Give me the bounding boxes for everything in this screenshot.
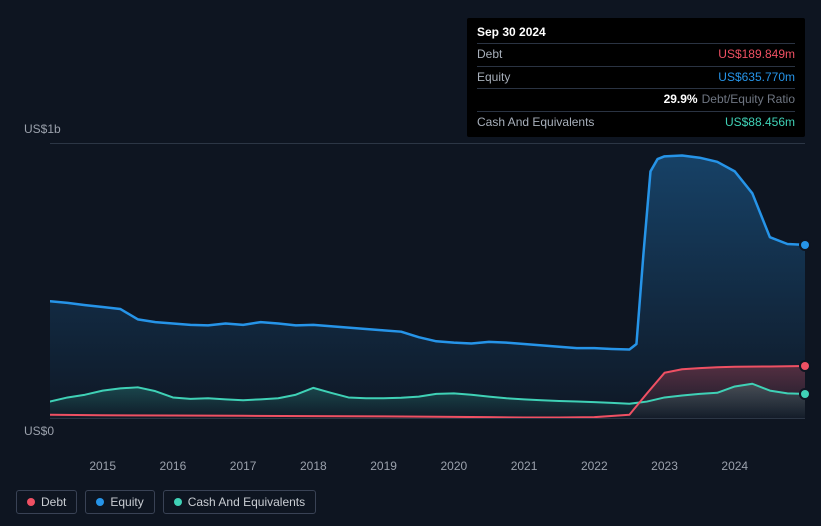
chart-svg — [50, 144, 805, 418]
data-tooltip: Sep 30 2024 Debt US$189.849m Equity US$6… — [467, 18, 805, 137]
legend-label: Equity — [110, 495, 143, 509]
tooltip-label: Equity — [477, 69, 622, 86]
tooltip-date: Sep 30 2024 — [477, 24, 795, 43]
legend-color-equity — [96, 498, 104, 506]
legend-item-debt[interactable]: Debt — [16, 490, 77, 514]
chart-container: Sep 30 2024 Debt US$189.849m Equity US$6… — [0, 0, 821, 526]
tooltip-row-equity: Equity US$635.770m — [477, 66, 795, 88]
tooltip-value: US$635.770m — [718, 69, 795, 86]
ratio-pct: 29.9% — [664, 92, 698, 106]
legend-color-cash — [174, 498, 182, 506]
x-axis-tick: 2023 — [651, 459, 678, 473]
legend-label: Debt — [41, 495, 66, 509]
y-axis-label-bottom: US$0 — [24, 424, 54, 438]
chart-area: US$1b US$0 20152016201720182019202020212… — [16, 123, 805, 439]
x-axis-tick: 2024 — [721, 459, 748, 473]
x-axis-ticks: 2015 2016 2017 2018 2019 2020 2021 2022 2023 2024 — [50, 459, 805, 477]
legend-color-debt — [27, 498, 35, 506]
ratio-label: Debt/Equity Ratio — [702, 92, 795, 106]
series-end-marker — [801, 390, 809, 398]
legend-item-cash[interactable]: Cash And Equivalents — [163, 490, 316, 514]
x-axis-tick: 2022 — [581, 459, 608, 473]
tooltip-row-ratio: 29.9% Debt/Equity Ratio — [477, 88, 795, 110]
x-axis-tick: 2017 — [230, 459, 257, 473]
legend-label: Cash And Equivalents — [188, 495, 305, 509]
tooltip-value: US$189.849m — [718, 46, 795, 63]
x-axis-tick: 2019 — [370, 459, 397, 473]
legend-item-equity[interactable]: Equity — [85, 490, 154, 514]
x-axis-tick: 2015 — [89, 459, 116, 473]
x-axis-tick: 2021 — [511, 459, 538, 473]
x-axis-tick: 2020 — [440, 459, 467, 473]
x-axis-tick: 2018 — [300, 459, 327, 473]
tooltip-ratio: 29.9% Debt/Equity Ratio — [664, 91, 795, 108]
tooltip-label-blank — [477, 91, 622, 108]
series-end-marker — [801, 241, 809, 249]
x-axis-tick: 2016 — [160, 459, 187, 473]
y-axis-label-top: US$1b — [24, 122, 61, 136]
tooltip-label: Debt — [477, 46, 622, 63]
tooltip-row-debt: Debt US$189.849m — [477, 43, 795, 65]
series-end-marker — [801, 362, 809, 370]
legend: Debt Equity Cash And Equivalents — [16, 490, 316, 514]
plot-region[interactable] — [50, 143, 805, 419]
